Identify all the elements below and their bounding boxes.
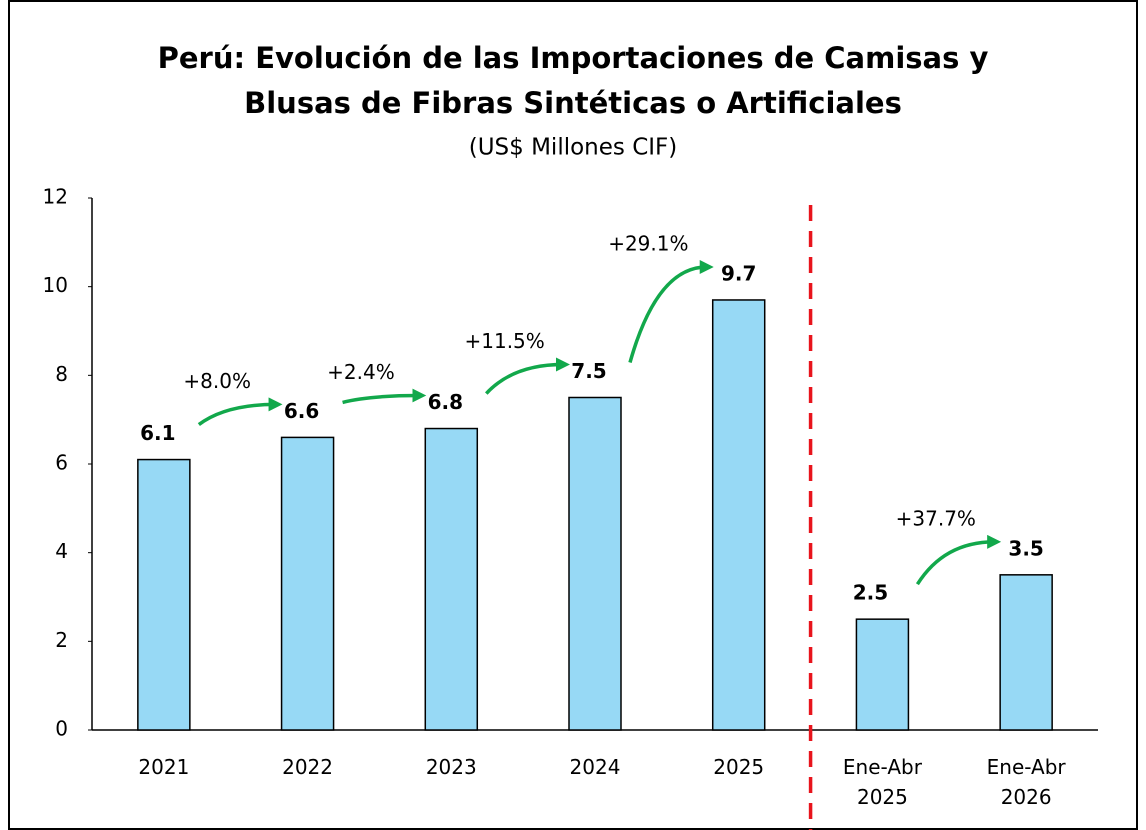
bar bbox=[424, 427, 479, 731]
bar bbox=[855, 618, 910, 731]
x-tick-label: 2024 bbox=[569, 755, 621, 779]
value-label: 6.8 bbox=[428, 390, 463, 414]
y-tick-label: 2 bbox=[55, 628, 68, 652]
growth-label: +11.5% bbox=[464, 329, 544, 353]
value-label: 2.5 bbox=[853, 581, 888, 605]
chart-title: Perú: Evolución de las Importaciones de … bbox=[157, 41, 989, 120]
x-tick-label: 2023 bbox=[425, 755, 477, 779]
growth-label: +2.4% bbox=[327, 360, 395, 384]
y-tick-label: 10 bbox=[43, 273, 68, 297]
frame bbox=[8, 0, 1138, 830]
growth-label: +29.1% bbox=[608, 231, 688, 255]
value-label: 9.7 bbox=[721, 261, 756, 285]
y-tick-label: 6 bbox=[55, 451, 68, 475]
y-tick-label: 4 bbox=[55, 539, 68, 563]
growth-arrow bbox=[485, 357, 570, 395]
growth-arrow bbox=[197, 397, 283, 426]
value-label: 6.6 bbox=[284, 399, 319, 423]
x-tick-label: 2021 bbox=[138, 755, 190, 779]
x-tick-label: 2022 bbox=[282, 755, 334, 779]
growth-arrow bbox=[628, 259, 714, 363]
bar bbox=[999, 574, 1053, 731]
growth-arrow bbox=[342, 388, 427, 405]
bar bbox=[280, 436, 335, 731]
x-tick-label: 2025 bbox=[713, 755, 765, 779]
bar bbox=[711, 299, 766, 731]
x-tick-label: Ene-Abr 2026 bbox=[986, 755, 1066, 809]
growth-label: +8.0% bbox=[183, 369, 251, 393]
bar bbox=[137, 458, 191, 731]
chart-subtitle: (US$ Millones CIF) bbox=[469, 135, 678, 161]
growth-arrow bbox=[915, 534, 1002, 586]
value-label: 6.1 bbox=[140, 421, 175, 445]
value-label: 7.5 bbox=[571, 359, 606, 383]
y-tick-label: 0 bbox=[55, 717, 68, 741]
y-tick-label: 12 bbox=[43, 185, 68, 209]
x-tick-label: Ene-Abr 2025 bbox=[842, 755, 922, 809]
value-label: 3.5 bbox=[1008, 536, 1043, 560]
growth-label: +37.7% bbox=[896, 506, 976, 530]
bar bbox=[568, 396, 622, 731]
y-tick-label: 8 bbox=[55, 362, 68, 386]
